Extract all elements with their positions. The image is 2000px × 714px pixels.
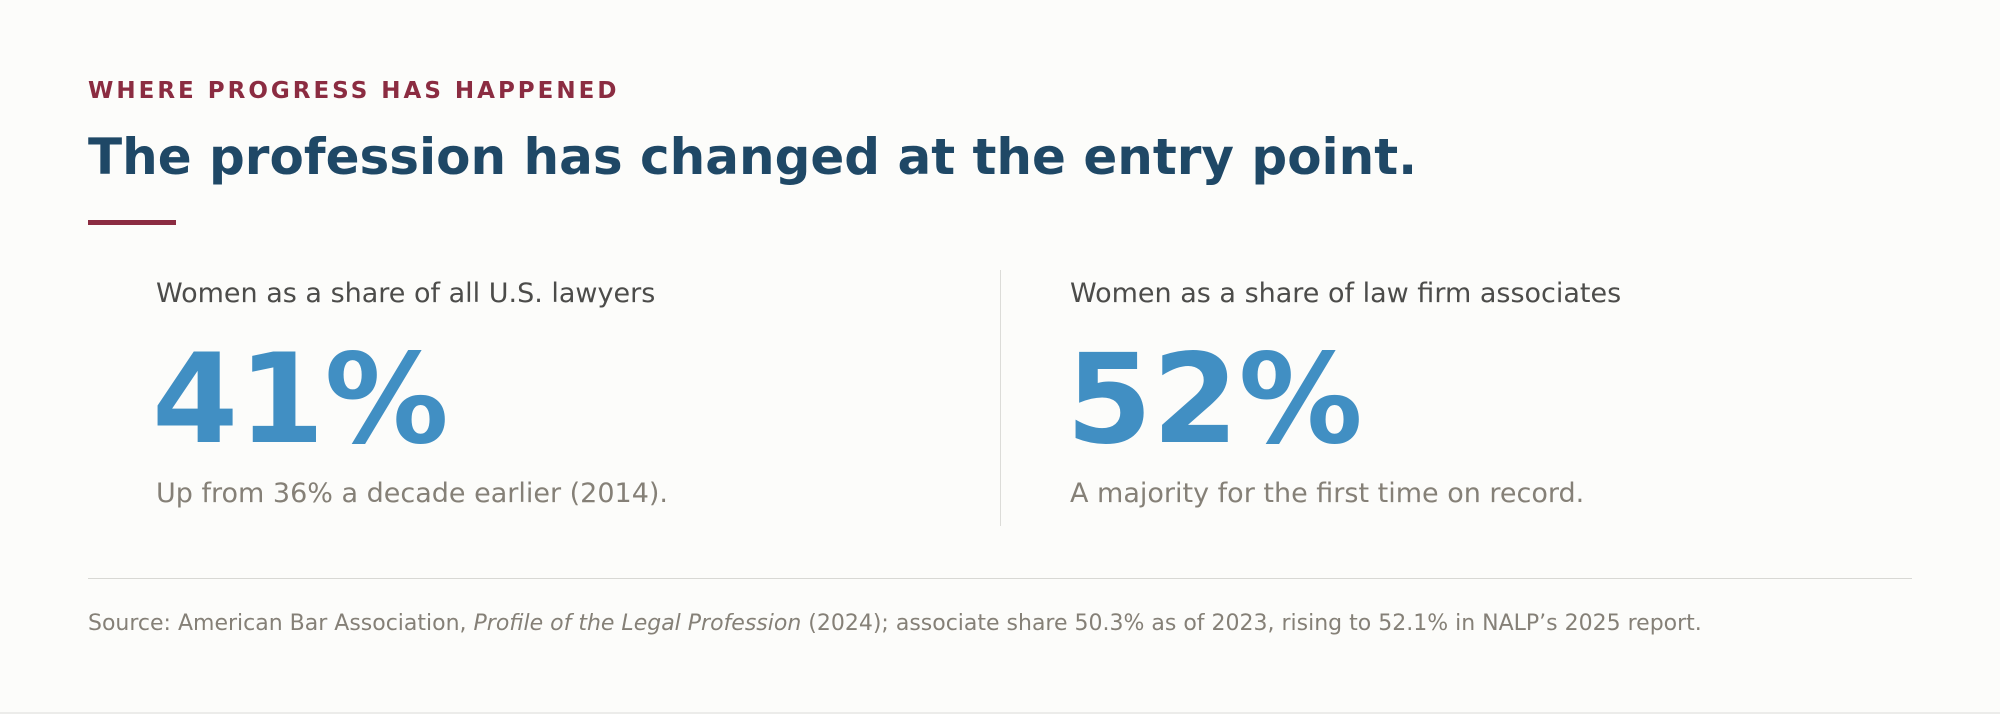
- source-prefix: Source: American Bar Association,: [88, 611, 474, 636]
- bottom-edge: [0, 712, 2000, 714]
- stat-label: Women as a share of law firm associates: [1070, 278, 1622, 309]
- footer-divider: [88, 578, 1912, 579]
- stat-value: 52%: [1066, 328, 1363, 472]
- column-divider: [1000, 270, 1001, 526]
- source-publication-title: Profile of the Legal Profession: [473, 611, 802, 636]
- stat-note: A majority for the first time on record.: [1070, 478, 1585, 509]
- source-suffix: (2024); associate share 50.3% as of 2023…: [801, 611, 1702, 636]
- stat-value: 41%: [152, 328, 449, 472]
- section-eyebrow: WHERE PROGRESS HAS HAPPENED: [88, 78, 620, 104]
- stat-label: Women as a share of all U.S. lawyers: [156, 278, 656, 309]
- source-citation: Source: American Bar Association, Profil…: [88, 611, 1702, 636]
- accent-rule: [88, 220, 176, 225]
- stat-note: Up from 36% a decade earlier (2014).: [156, 478, 669, 509]
- page-title: The profession has changed at the entry …: [88, 128, 1418, 186]
